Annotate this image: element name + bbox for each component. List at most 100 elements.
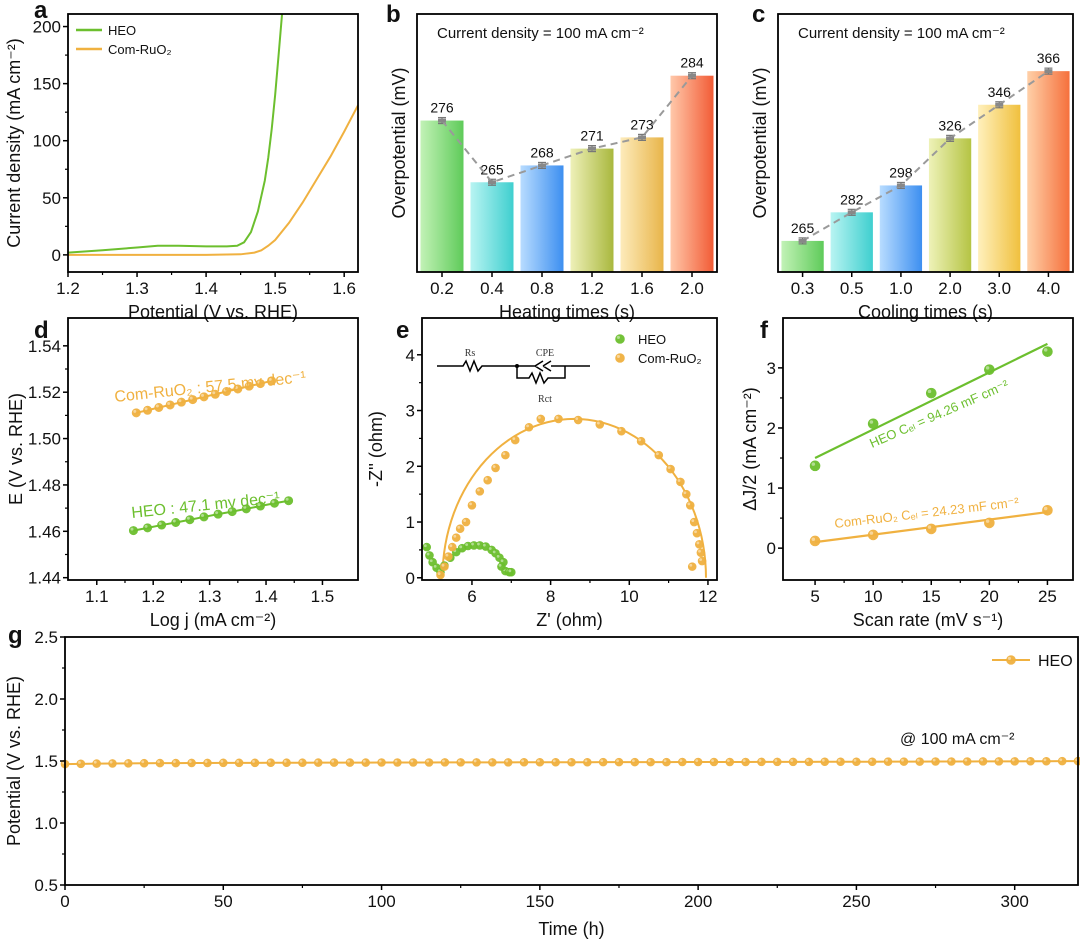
data-point-highlight <box>632 759 635 763</box>
data-point-highlight <box>932 758 936 762</box>
y-tick-label: 2 <box>767 419 776 438</box>
data-point <box>267 376 277 386</box>
data-point <box>422 542 432 552</box>
data-point-highlight <box>189 396 193 400</box>
data-point-highlight <box>449 544 453 548</box>
data-point <box>524 422 534 432</box>
data-point <box>503 758 513 767</box>
panel-g: HEO @ 100 mA cm⁻² 0 50 100 150 200 250 300 0.5 1.0… <box>4 622 1080 939</box>
data-point-highlight <box>526 424 529 428</box>
data-point-highlight <box>698 549 701 553</box>
data-point <box>852 757 861 767</box>
data-point <box>143 523 153 533</box>
legend-marker <box>615 334 625 344</box>
panel-label-e: e <box>396 317 409 344</box>
data-point-highlight <box>821 758 825 762</box>
data-point <box>595 420 605 429</box>
data-point <box>666 464 675 474</box>
data-point <box>440 758 450 767</box>
data-point-highlight <box>172 760 176 764</box>
data-point-highlight <box>711 759 714 762</box>
data-point <box>694 540 704 549</box>
trend-marker <box>847 210 856 215</box>
bar-value-label: 265 <box>480 161 504 177</box>
data-point-highlight <box>552 759 556 763</box>
data-point-highlight <box>220 760 224 763</box>
data-point <box>636 436 646 446</box>
data-point <box>535 757 545 767</box>
x-tick-label: 100 <box>367 892 395 911</box>
x-axis-title: Cooling times (s) <box>858 302 993 322</box>
data-point <box>218 758 228 768</box>
data-point <box>131 408 141 418</box>
data-point <box>510 435 520 445</box>
plot-frame <box>416 13 718 273</box>
data-point-highlight <box>236 760 240 763</box>
data-point <box>436 570 445 580</box>
data-point-highlight <box>477 542 480 546</box>
trend-marker <box>638 135 646 140</box>
x-tick-label: 1.4 <box>194 279 218 298</box>
data-point <box>772 757 782 767</box>
data-point-highlight <box>575 417 579 421</box>
circuit-path <box>437 358 590 386</box>
condition-annotation: @ 100 mA cm⁻² <box>900 731 1015 748</box>
data-point <box>213 509 223 519</box>
data-point-highlight <box>283 759 287 763</box>
bar-value-label: 298 <box>889 164 913 180</box>
y-tick-label: 100 <box>33 132 61 151</box>
data-point-highlight <box>901 758 904 762</box>
data-point-highlight <box>271 500 275 504</box>
data-point-highlight <box>1027 758 1031 762</box>
x-tick-label: 0 <box>60 892 69 911</box>
y-axis-title: Current density (mA cm⁻²) <box>4 38 24 248</box>
data-point-highlight <box>667 466 671 470</box>
plot-frame <box>782 317 1074 581</box>
trend-marker <box>995 102 1004 107</box>
data-point <box>725 757 735 767</box>
y-tick-label: 0 <box>767 539 776 558</box>
data-point-highlight <box>453 534 457 538</box>
data-point-highlight <box>243 505 247 509</box>
data-point <box>155 758 165 768</box>
x-tick-label: 1.3 <box>198 587 222 606</box>
circuit-label-rct: Rct <box>538 394 552 405</box>
data-point-highlight <box>687 502 691 506</box>
data-point-highlight <box>985 366 990 370</box>
data-point <box>1026 756 1035 766</box>
bar-value-label: 273 <box>630 116 654 132</box>
data-point <box>128 526 138 536</box>
circuit-node <box>515 364 519 368</box>
bar-value-label: 366 <box>1037 50 1061 66</box>
data-point <box>867 757 877 767</box>
data-point-highlight <box>144 524 148 528</box>
y-tick-label: 1.52 <box>28 383 61 402</box>
data-point <box>483 475 492 485</box>
data-point-highlight <box>252 760 255 763</box>
data-point-highlight <box>158 522 162 526</box>
data-point <box>269 498 279 508</box>
data-point-highlight <box>331 759 335 763</box>
data-point <box>687 562 697 571</box>
x-tick-label: 1.1 <box>85 587 109 606</box>
x-tick-label: 1.2 <box>580 279 604 298</box>
data-point <box>697 556 707 566</box>
x-tick-label: 1.2 <box>141 587 165 606</box>
trend-marker <box>538 163 546 168</box>
y-axis-title: E (V vs. RHE) <box>6 393 26 505</box>
trend-line <box>802 70 1049 242</box>
data-point <box>984 517 995 529</box>
x-tick-label: 200 <box>684 892 712 911</box>
y-axis-title: ΔJ/2 (mA cm⁻²) <box>740 387 760 511</box>
plot-frame <box>64 636 1079 886</box>
chart-title: Current density = 100 mA cm⁻² <box>798 25 1005 42</box>
x-tick-label: 4.0 <box>1037 279 1061 298</box>
y-tick-label: 50 <box>42 189 61 208</box>
data-point <box>298 758 307 768</box>
x-tick-label: 1.3 <box>125 279 149 298</box>
data-point-highlight <box>679 759 683 762</box>
y-tick-label: 4 <box>406 346 415 365</box>
data-point <box>962 757 972 766</box>
data-point <box>472 758 481 767</box>
data-point <box>143 405 153 415</box>
